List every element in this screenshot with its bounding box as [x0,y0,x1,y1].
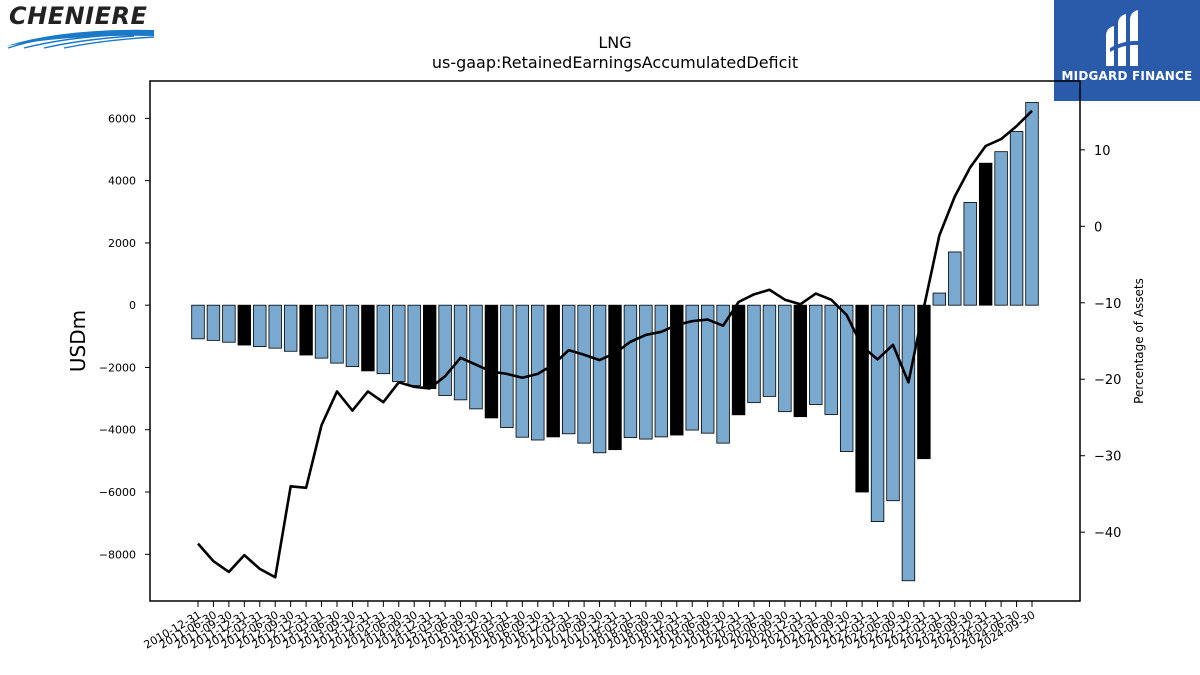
bar-2020-06-30 [778,304,792,413]
y-tick-label: −6000 [99,486,136,499]
bar-2013-06-30 [345,304,360,367]
bar-2012-03-31 [268,304,282,349]
bar-2017-12-31 [623,304,638,438]
midgard-finance-logo: MIDGARD FINANCE [1054,0,1200,101]
midgard-emblem-icon [1106,10,1146,66]
y-tick-label: 2000 [108,237,136,250]
chart-subtitle: us-gaap:RetainedEarningsAccumulatedDefic… [432,53,798,72]
bar-2019-03-31 [700,304,715,434]
bar-2020-09-30 [793,304,808,418]
cheniere-swoosh-icon [6,29,155,49]
bar-2011-12-31 [253,304,267,348]
bar-2022-12-31 [932,292,947,306]
y-tick-label: 6000 [108,112,136,125]
bar-2016-12-31 [561,304,576,435]
bar-2021-09-30 [855,304,869,493]
bar-2019-06-30 [716,304,730,444]
percentage-of-assets-line [197,109,1033,579]
bar-2016-09-30 [546,304,560,438]
bar-2023-06-30 [963,202,977,306]
bar-2021-12-31 [870,304,885,523]
y-tick-label: 4000 [108,175,136,188]
bar-2013-03-31 [330,304,344,364]
bar-2018-09-30 [670,304,684,436]
bar-2022-06-30 [901,304,916,582]
bar-2011-03-31 [206,304,221,341]
midgard-finance-logo-text: MIDGARD FINANCE [1061,69,1193,83]
bar-2019-12-31 [747,304,761,404]
y2-tick-label: −20 [1094,373,1121,388]
bar-2019-09-30 [731,304,746,416]
y-axis-left: −8000 −6000 −4000 −2000 0 2000 4000 6000 [99,112,150,561]
bar-2013-12-31 [376,304,391,375]
bar-2023-12-31 [994,151,1008,306]
bar-2010-12-31 [191,304,205,340]
bar-2023-03-31 [948,251,962,306]
bar-2018-06-30 [654,304,669,438]
bar-2020-03-31 [762,304,777,397]
bar-2017-06-30 [592,304,607,454]
y2-tick-label: −40 [1094,526,1121,541]
bar-series [191,102,1039,582]
bar-2015-03-31 [453,304,468,401]
bar-2021-06-30 [839,304,854,452]
bar-2012-09-30 [299,304,313,356]
bar-2023-09-30 [978,162,993,306]
bar-2014-09-30 [422,304,437,390]
percentage-line-series [197,109,1033,579]
bar-2011-09-30 [237,304,252,346]
bar-2014-06-30 [407,304,421,386]
bar-2015-09-30 [484,304,499,419]
cheniere-logo: CHENIERE [4,2,156,52]
y-tick-label: −2000 [99,361,136,374]
y2-tick-label: −10 [1094,297,1121,312]
bar-2018-03-31 [639,304,653,440]
bar-2017-03-31 [577,304,591,444]
bar-2016-03-31 [515,304,530,438]
y-tick-label: −8000 [99,548,136,561]
chart-title: LNG [598,33,631,52]
bar-2014-12-31 [438,304,452,396]
bar-2014-03-31 [392,304,406,382]
y-axis-right: −40 −30 −20 −10 0 10 [1080,144,1121,541]
bar-2022-03-31 [886,304,900,502]
x-axis: 2010-12-312011-06-302011-09-302011-12-31… [142,601,1038,652]
bar-2015-06-30 [469,304,483,410]
bar-2021-03-31 [824,304,838,415]
y2-tick-label: 10 [1094,144,1111,159]
bar-2018-12-31 [685,304,699,431]
cheniere-logo-text: CHENIERE [9,2,148,30]
bar-2012-12-31 [314,304,329,359]
y-tick-label: 0 [129,299,136,312]
bar-2017-09-30 [608,304,622,451]
y2-tick-label: −30 [1094,450,1121,465]
bar-2013-09-30 [361,304,375,372]
bar-2015-12-31 [500,304,514,428]
bar-2024-06-30 [1025,102,1039,306]
bar-2020-12-31 [809,304,823,405]
y2-tick-label: 0 [1094,220,1102,235]
bar-2012-06-30 [283,304,298,352]
y-tick-label: −4000 [99,424,136,437]
y-axis-label: USDm [66,310,90,372]
bar-2011-06-30 [222,304,236,343]
y2-axis-label: Percentage of Assets [1132,278,1146,404]
bar-2024-03-31 [1009,131,1024,306]
